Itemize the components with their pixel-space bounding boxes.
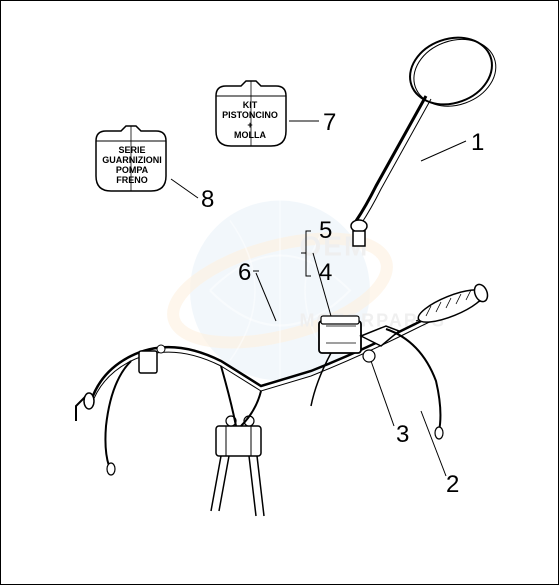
callout-3: 3 [396, 421, 409, 449]
callout-5: 5 [319, 217, 332, 245]
diagram-container: OEM MOTORPARTS SERIE GUARNIZIONI POMPA F… [0, 0, 559, 585]
callout-2: 2 [446, 471, 459, 499]
callout-7: 7 [323, 109, 336, 137]
callout-1: 1 [471, 129, 484, 157]
callout-6: 6 [238, 259, 251, 287]
callout-8: 8 [201, 186, 214, 214]
callout-4: 4 [319, 259, 332, 287]
leader-lines [1, 1, 559, 585]
